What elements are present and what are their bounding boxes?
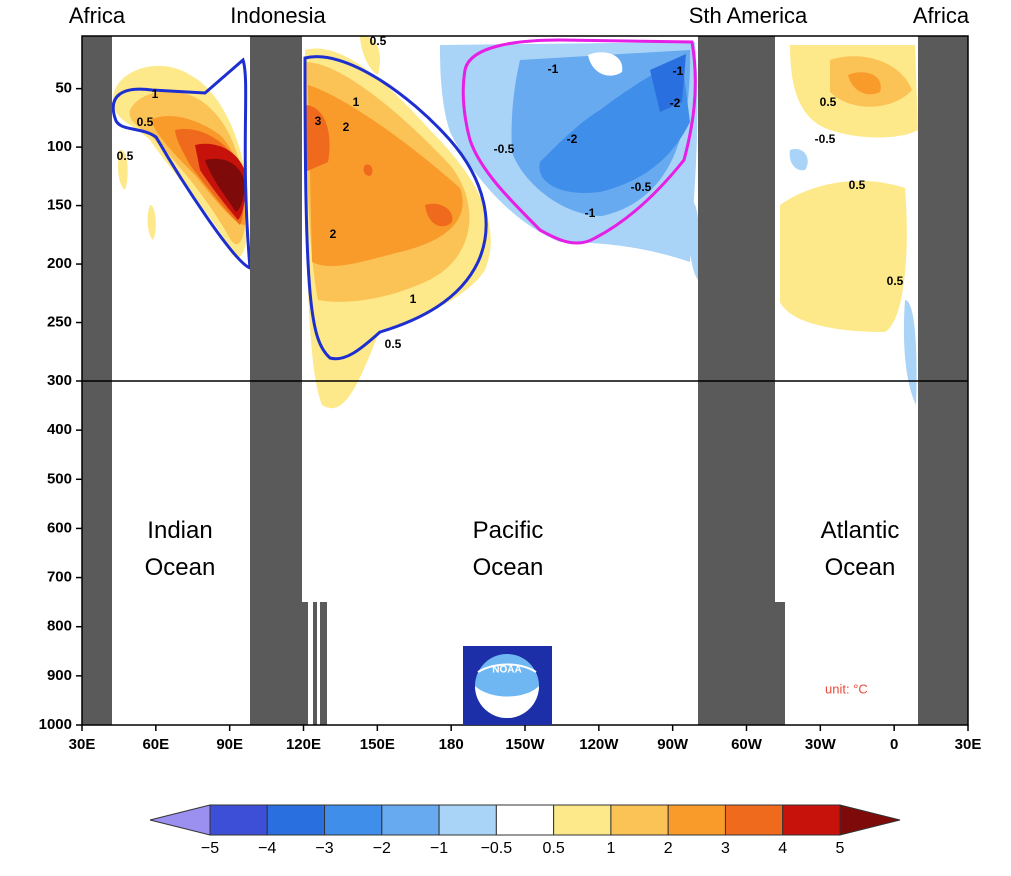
contour-label: 3: [315, 114, 322, 128]
y-tick-label: 1000: [39, 716, 72, 733]
contour-label: -0.5: [494, 142, 515, 156]
contour-fill: [440, 42, 700, 280]
contour-label: 0.5: [820, 95, 837, 109]
x-tick-label: 90W: [657, 736, 689, 753]
colorbar-label: −5: [201, 840, 219, 857]
contour-label: 0.5: [849, 178, 866, 192]
contour-fill: [305, 48, 491, 409]
contour-label: 0.5: [370, 34, 387, 48]
x-tick-label: 120E: [286, 736, 321, 753]
region-outline: [461, 38, 697, 245]
contour-label: -2: [567, 132, 578, 146]
contour-label: 2: [330, 227, 337, 241]
colorbar-box: [324, 804, 383, 836]
colorbar-label: 1: [606, 840, 615, 857]
colorbar-box: [553, 804, 612, 836]
contour-label: 1: [152, 87, 159, 101]
colorbar-label: −0.5: [481, 840, 513, 857]
contour-label: -0.5: [815, 132, 836, 146]
y-tick-label: 800: [47, 618, 72, 635]
x-tick-label: 60W: [731, 736, 763, 753]
unit-label: unit: °C: [825, 681, 868, 696]
contour-label: 1: [410, 292, 417, 306]
colorbar-box: [667, 804, 726, 836]
x-tick-label: 180: [439, 736, 464, 753]
colorbar-box: [209, 804, 268, 836]
y-tick-label: 400: [47, 421, 72, 438]
colorbar-label: −4: [258, 840, 276, 857]
y-tick-label: 250: [47, 313, 72, 330]
x-tick-label: 120W: [579, 736, 619, 753]
colorbar-box: [724, 804, 784, 836]
colorbar-label: 5: [836, 840, 845, 857]
contour-label: -1: [548, 62, 559, 76]
contour-labels: 0.5 1 0.5 0.5 1 3 2 2 1 0.5 -1 -1 -2 -2 …: [117, 34, 904, 351]
x-tick-label: 150E: [360, 736, 395, 753]
y-tick-label: 100: [47, 138, 72, 155]
contour-fill: [113, 65, 249, 258]
colorbar-box: [438, 804, 497, 836]
ocean-label: Atlantic Ocean: [820, 517, 900, 581]
contour-label: 2: [343, 120, 350, 134]
y-tick-label: 600: [47, 519, 72, 536]
y-tick-label: 300: [47, 372, 72, 389]
colorbar-label: −3: [315, 840, 333, 857]
x-tick-label: 90E: [216, 736, 243, 753]
x-tick-label: 30E: [955, 736, 982, 753]
ocean-label: Pacific Ocean: [472, 517, 544, 581]
contour-label: 1: [353, 95, 360, 109]
x-tick-label: 30W: [805, 736, 837, 753]
x-tick-label: 150W: [505, 736, 545, 753]
contour-label: 0.5: [117, 149, 134, 163]
ocean-label: Indian Ocean: [144, 517, 216, 581]
colorbar-box: [381, 804, 440, 836]
region-outline: [303, 55, 488, 361]
contour-label: 0.5: [887, 274, 904, 288]
x-tick-label: 0: [890, 736, 898, 753]
contour-label: 0.5: [137, 115, 154, 129]
colorbar-box: [782, 804, 841, 836]
colorbar-label: −1: [430, 840, 448, 857]
colorbar-label: 4: [778, 840, 787, 857]
contour-label: -0.5: [631, 180, 652, 194]
region-label: Indonesia: [230, 3, 326, 28]
y-tick-label: 700: [47, 569, 72, 586]
x-tick-label: 30E: [69, 736, 96, 753]
region-label: Africa: [913, 3, 970, 28]
contour-fill: [780, 45, 918, 405]
colorbar-box: [610, 804, 669, 836]
colorbar-label: 2: [664, 840, 673, 857]
colorbar-extension: [839, 804, 901, 836]
x-tick-label: 60E: [142, 736, 169, 753]
colorbar-box: [495, 804, 555, 836]
contour-label: 0.5: [385, 337, 402, 351]
region-label: Africa: [69, 3, 126, 28]
y-tick-label: 200: [47, 255, 72, 272]
colorbar-label: −2: [373, 840, 391, 857]
contour-fill: [360, 35, 380, 75]
logo-text: NOAA: [492, 665, 521, 676]
y-tick-label: 150: [47, 197, 72, 214]
contour-label: -1: [585, 206, 596, 220]
y-tick-label: 500: [47, 470, 72, 487]
colorbar-label: 3: [721, 840, 730, 857]
contour-label: -2: [670, 96, 681, 110]
y-tick-label: 900: [47, 667, 72, 684]
logo: NOAA: [463, 646, 552, 725]
region-outline: [111, 57, 252, 271]
region-label: Sth America: [689, 3, 808, 28]
colorbar-box: [266, 804, 326, 836]
colorbar-extension: [149, 804, 211, 836]
colorbar-label: 0.5: [543, 840, 565, 857]
y-tick-label: 50: [55, 80, 72, 97]
contour-label: -1: [673, 64, 684, 78]
